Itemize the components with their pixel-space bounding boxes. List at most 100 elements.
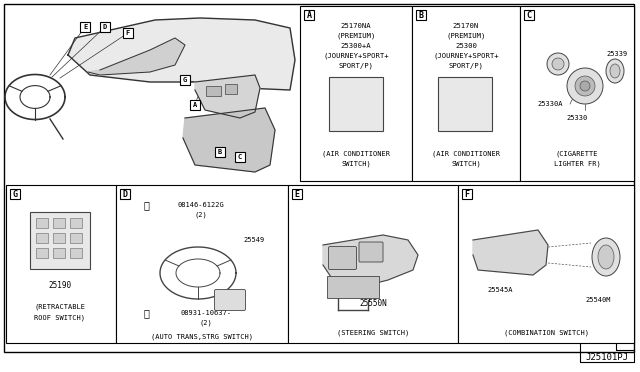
- Bar: [520, 6, 634, 181]
- Text: 08931-10637-: 08931-10637-: [180, 310, 232, 316]
- Text: C: C: [527, 10, 531, 19]
- Text: E: E: [83, 24, 87, 30]
- FancyBboxPatch shape: [214, 289, 246, 311]
- Bar: [36, 233, 48, 243]
- Ellipse shape: [592, 238, 620, 276]
- Text: F: F: [465, 189, 470, 199]
- Text: (CIGARETTE: (CIGARETTE: [556, 151, 598, 157]
- Bar: [120, 189, 130, 199]
- Bar: [225, 84, 237, 94]
- Text: SWITCH): SWITCH): [341, 161, 371, 167]
- Text: (AUTO TRANS,STRG SWITCH): (AUTO TRANS,STRG SWITCH): [151, 334, 253, 340]
- Text: SPORT/P): SPORT/P): [449, 63, 483, 69]
- Text: 25330A: 25330A: [537, 101, 563, 107]
- FancyBboxPatch shape: [328, 247, 356, 269]
- Text: B: B: [419, 10, 424, 19]
- Text: (2): (2): [195, 212, 207, 218]
- Text: A: A: [307, 10, 312, 19]
- Bar: [288, 185, 458, 343]
- Bar: [36, 248, 48, 258]
- Text: ROOF SWITCH): ROOF SWITCH): [35, 315, 86, 321]
- Text: Ⓝ: Ⓝ: [143, 308, 149, 318]
- Text: Ⓜ: Ⓜ: [143, 200, 149, 210]
- Text: 25300: 25300: [455, 43, 477, 49]
- Bar: [70, 218, 82, 228]
- Bar: [53, 218, 65, 228]
- Text: 25170N: 25170N: [453, 23, 479, 29]
- Bar: [116, 185, 288, 343]
- Bar: [458, 185, 634, 343]
- Text: (AIR CONDITIONER: (AIR CONDITIONER: [432, 151, 500, 157]
- Text: D: D: [103, 24, 107, 30]
- Text: (COMBINATION SWITCH): (COMBINATION SWITCH): [504, 330, 589, 336]
- Text: C: C: [238, 154, 242, 160]
- Circle shape: [575, 76, 595, 96]
- Text: LIGHTER FR): LIGHTER FR): [554, 161, 600, 167]
- Polygon shape: [88, 38, 185, 75]
- Text: 25545A: 25545A: [487, 287, 513, 293]
- FancyBboxPatch shape: [30, 212, 90, 269]
- Bar: [215, 147, 225, 157]
- Bar: [6, 185, 116, 343]
- Ellipse shape: [610, 64, 620, 78]
- Circle shape: [547, 53, 569, 75]
- Text: 25549: 25549: [243, 237, 264, 243]
- Text: 25300+A: 25300+A: [340, 43, 371, 49]
- Polygon shape: [473, 230, 548, 275]
- Bar: [10, 189, 20, 199]
- Text: (STEERING SWITCH): (STEERING SWITCH): [337, 330, 409, 336]
- FancyBboxPatch shape: [327, 276, 379, 298]
- Text: 25190: 25190: [49, 280, 72, 289]
- Bar: [300, 6, 412, 181]
- Ellipse shape: [598, 245, 614, 269]
- Bar: [304, 10, 314, 20]
- Text: (AIR CONDITIONER: (AIR CONDITIONER: [322, 151, 390, 157]
- Bar: [123, 28, 133, 38]
- Bar: [206, 86, 221, 96]
- Text: 25330: 25330: [566, 115, 588, 121]
- Bar: [70, 248, 82, 258]
- FancyBboxPatch shape: [359, 242, 383, 262]
- Text: F: F: [126, 30, 130, 36]
- Bar: [80, 22, 90, 32]
- FancyBboxPatch shape: [438, 77, 492, 131]
- Bar: [416, 10, 426, 20]
- Text: G: G: [183, 77, 187, 83]
- Text: 25550N: 25550N: [359, 298, 387, 308]
- Bar: [412, 6, 520, 181]
- Polygon shape: [195, 75, 260, 118]
- Text: (2): (2): [200, 320, 212, 326]
- Text: (PREMIUM): (PREMIUM): [336, 33, 376, 39]
- Text: 25339: 25339: [606, 51, 628, 57]
- Bar: [36, 218, 48, 228]
- Bar: [292, 189, 302, 199]
- Bar: [524, 10, 534, 20]
- Text: (PREMIUM): (PREMIUM): [446, 33, 486, 39]
- Text: SPORT/P): SPORT/P): [339, 63, 374, 69]
- Text: J25101PJ: J25101PJ: [585, 353, 628, 362]
- Text: (JOURNEY+SPORT+: (JOURNEY+SPORT+: [433, 53, 499, 59]
- Polygon shape: [323, 235, 418, 285]
- Ellipse shape: [606, 59, 624, 83]
- Bar: [235, 152, 245, 162]
- Text: (RETRACTABLE: (RETRACTABLE: [35, 304, 86, 310]
- Circle shape: [567, 68, 603, 104]
- Bar: [100, 22, 110, 32]
- Polygon shape: [183, 108, 275, 172]
- Bar: [190, 100, 200, 110]
- Text: D: D: [122, 189, 127, 199]
- Circle shape: [552, 58, 564, 70]
- Text: B: B: [218, 149, 222, 155]
- Polygon shape: [68, 18, 295, 90]
- Text: 25540M: 25540M: [585, 297, 611, 303]
- Text: (JOURNEY+SPORT+: (JOURNEY+SPORT+: [323, 53, 389, 59]
- Text: G: G: [13, 189, 17, 199]
- Circle shape: [580, 81, 590, 91]
- Bar: [53, 248, 65, 258]
- Text: 25170NA: 25170NA: [340, 23, 371, 29]
- Bar: [180, 75, 190, 85]
- Bar: [53, 233, 65, 243]
- Text: E: E: [294, 189, 300, 199]
- FancyBboxPatch shape: [329, 77, 383, 131]
- Text: SWITCH): SWITCH): [451, 161, 481, 167]
